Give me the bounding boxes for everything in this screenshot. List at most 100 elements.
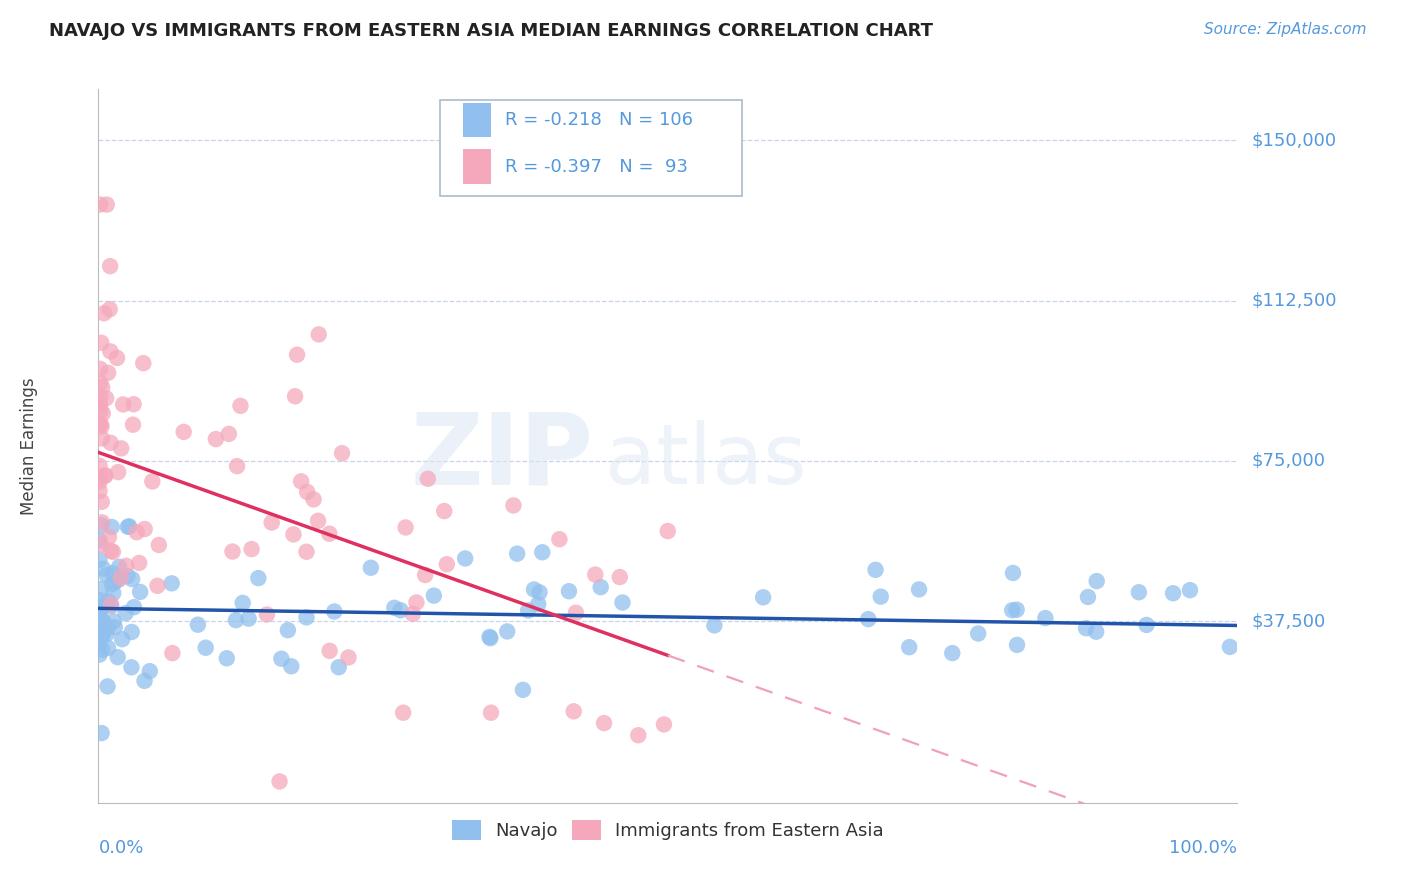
Point (93, 306, 115, 320)
Point (100, 599, 122, 613)
Point (111, 632, 134, 647)
Point (146, 579, 169, 593)
Point (91, 599, 114, 613)
Point (652, 717, 675, 731)
Point (90, 419, 112, 434)
Point (107, 650, 129, 665)
Point (110, 442, 132, 456)
Point (337, 650, 360, 665)
Point (108, 559, 131, 574)
Point (105, 351, 128, 365)
Point (593, 716, 616, 731)
Point (89, 400, 111, 414)
Point (90, 726, 112, 740)
Point (260, 516, 283, 530)
Point (112, 397, 135, 411)
Point (285, 348, 308, 362)
Text: $75,000: $75,000 (1251, 452, 1326, 470)
Point (229, 399, 252, 413)
Point (125, 525, 148, 540)
Point (89, 648, 111, 662)
Point (91, 643, 114, 657)
Point (277, 623, 299, 637)
Point (1001, 603, 1024, 617)
Point (1035, 611, 1057, 625)
Point (187, 617, 209, 632)
Point (558, 584, 581, 599)
Text: Source: ZipAtlas.com: Source: ZipAtlas.com (1204, 22, 1367, 37)
Point (101, 577, 124, 591)
Point (121, 572, 143, 586)
Point (103, 586, 125, 600)
Point (405, 595, 427, 609)
Point (89, 361, 111, 376)
Point (134, 673, 156, 688)
Point (89, 404, 111, 418)
Text: atlas: atlas (605, 420, 807, 500)
Point (479, 706, 502, 720)
Point (1005, 603, 1028, 617)
Point (91, 516, 114, 530)
Point (96, 627, 118, 641)
Point (226, 459, 249, 474)
Point (98, 259, 121, 273)
Point (134, 522, 156, 536)
Point (129, 585, 152, 599)
Text: NAVAJO VS IMMIGRANTS FROM EASTERN ASIA MEDIAN EARNINGS CORRELATION CHART: NAVAJO VS IMMIGRANTS FROM EASTERN ASIA M… (49, 22, 934, 40)
Point (91, 407, 114, 421)
Text: R = -0.218   N = 106: R = -0.218 N = 106 (505, 112, 693, 129)
Point (433, 504, 456, 518)
Point (308, 327, 330, 342)
FancyBboxPatch shape (440, 100, 742, 196)
Point (173, 425, 195, 439)
Point (865, 563, 887, 577)
Point (96, 197, 118, 211)
Text: $112,500: $112,500 (1251, 292, 1337, 310)
Point (583, 567, 606, 582)
Point (382, 600, 405, 615)
Point (89, 471, 111, 485)
Point (394, 520, 416, 534)
Point (89, 626, 111, 640)
Point (89, 610, 111, 624)
Point (531, 545, 554, 559)
Point (562, 704, 585, 718)
Point (1219, 640, 1241, 654)
Point (967, 626, 990, 640)
Point (97, 594, 120, 608)
Point (100, 543, 122, 558)
Point (160, 576, 183, 591)
Point (89, 537, 111, 551)
Point (96, 620, 118, 634)
Point (328, 660, 350, 674)
Point (238, 612, 260, 626)
Point (118, 519, 141, 533)
Point (612, 595, 634, 609)
Point (529, 585, 551, 599)
Point (1074, 621, 1097, 635)
Point (496, 624, 519, 639)
Point (91, 380, 114, 394)
Point (413, 568, 436, 582)
Point (89, 475, 111, 489)
Text: $37,500: $37,500 (1251, 612, 1326, 630)
Point (269, 774, 291, 789)
Point (90, 604, 112, 618)
Point (479, 631, 502, 645)
FancyBboxPatch shape (463, 150, 491, 184)
Point (416, 472, 439, 486)
Point (1178, 583, 1201, 598)
Point (100, 520, 122, 534)
Point (122, 600, 145, 615)
Point (89, 593, 111, 607)
FancyBboxPatch shape (463, 103, 491, 137)
Point (194, 640, 217, 655)
Point (101, 545, 124, 559)
Point (120, 660, 142, 674)
Point (215, 651, 238, 665)
Point (1001, 566, 1024, 580)
Point (94, 468, 117, 483)
Point (104, 575, 127, 590)
Point (703, 618, 725, 632)
Point (1077, 590, 1099, 604)
